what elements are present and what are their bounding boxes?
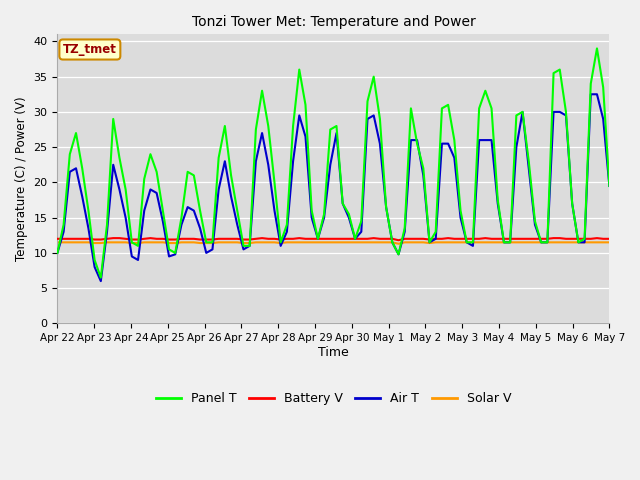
- Panel T: [54, 250, 61, 256]
- Text: TZ_tmet: TZ_tmet: [63, 43, 116, 56]
- Solar V: [395, 241, 403, 247]
- Solar V: [587, 240, 595, 245]
- Solar V: [54, 240, 61, 245]
- X-axis label: Time: Time: [318, 346, 349, 359]
- Battery V: [605, 236, 613, 242]
- Battery V: [395, 237, 403, 243]
- Panel T: [227, 172, 235, 178]
- Air T: [605, 183, 613, 189]
- Panel T: [518, 109, 526, 115]
- Solar V: [605, 240, 613, 245]
- Air T: [444, 141, 452, 146]
- Panel T: [587, 81, 595, 86]
- Panel T: [134, 243, 142, 249]
- Air T: [518, 109, 526, 115]
- Line: Air T: Air T: [58, 94, 609, 281]
- Solar V: [444, 240, 452, 245]
- Battery V: [54, 236, 61, 242]
- Line: Panel T: Panel T: [58, 48, 609, 277]
- Air T: [531, 222, 539, 228]
- Solar V: [518, 240, 526, 245]
- Air T: [593, 91, 601, 97]
- Solar V: [531, 240, 539, 245]
- Battery V: [593, 235, 601, 241]
- Battery V: [451, 236, 458, 242]
- Title: Tonzi Tower Met: Temperature and Power: Tonzi Tower Met: Temperature and Power: [191, 15, 476, 29]
- Battery V: [109, 235, 117, 241]
- Panel T: [97, 275, 105, 280]
- Air T: [97, 278, 105, 284]
- Battery V: [538, 236, 545, 242]
- Line: Solar V: Solar V: [58, 242, 609, 244]
- Battery V: [227, 236, 235, 242]
- Air T: [227, 193, 235, 199]
- Solar V: [128, 240, 136, 246]
- Panel T: [605, 183, 613, 189]
- Line: Battery V: Battery V: [58, 238, 609, 240]
- Air T: [134, 257, 142, 263]
- Air T: [54, 250, 61, 256]
- Panel T: [593, 46, 601, 51]
- Battery V: [525, 236, 532, 242]
- Y-axis label: Temperature (C) / Power (V): Temperature (C) / Power (V): [15, 96, 28, 261]
- Air T: [587, 91, 595, 97]
- Battery V: [134, 237, 142, 242]
- Solar V: [221, 240, 228, 245]
- Panel T: [444, 102, 452, 108]
- Legend: Panel T, Battery V, Air T, Solar V: Panel T, Battery V, Air T, Solar V: [150, 387, 516, 410]
- Panel T: [531, 218, 539, 224]
